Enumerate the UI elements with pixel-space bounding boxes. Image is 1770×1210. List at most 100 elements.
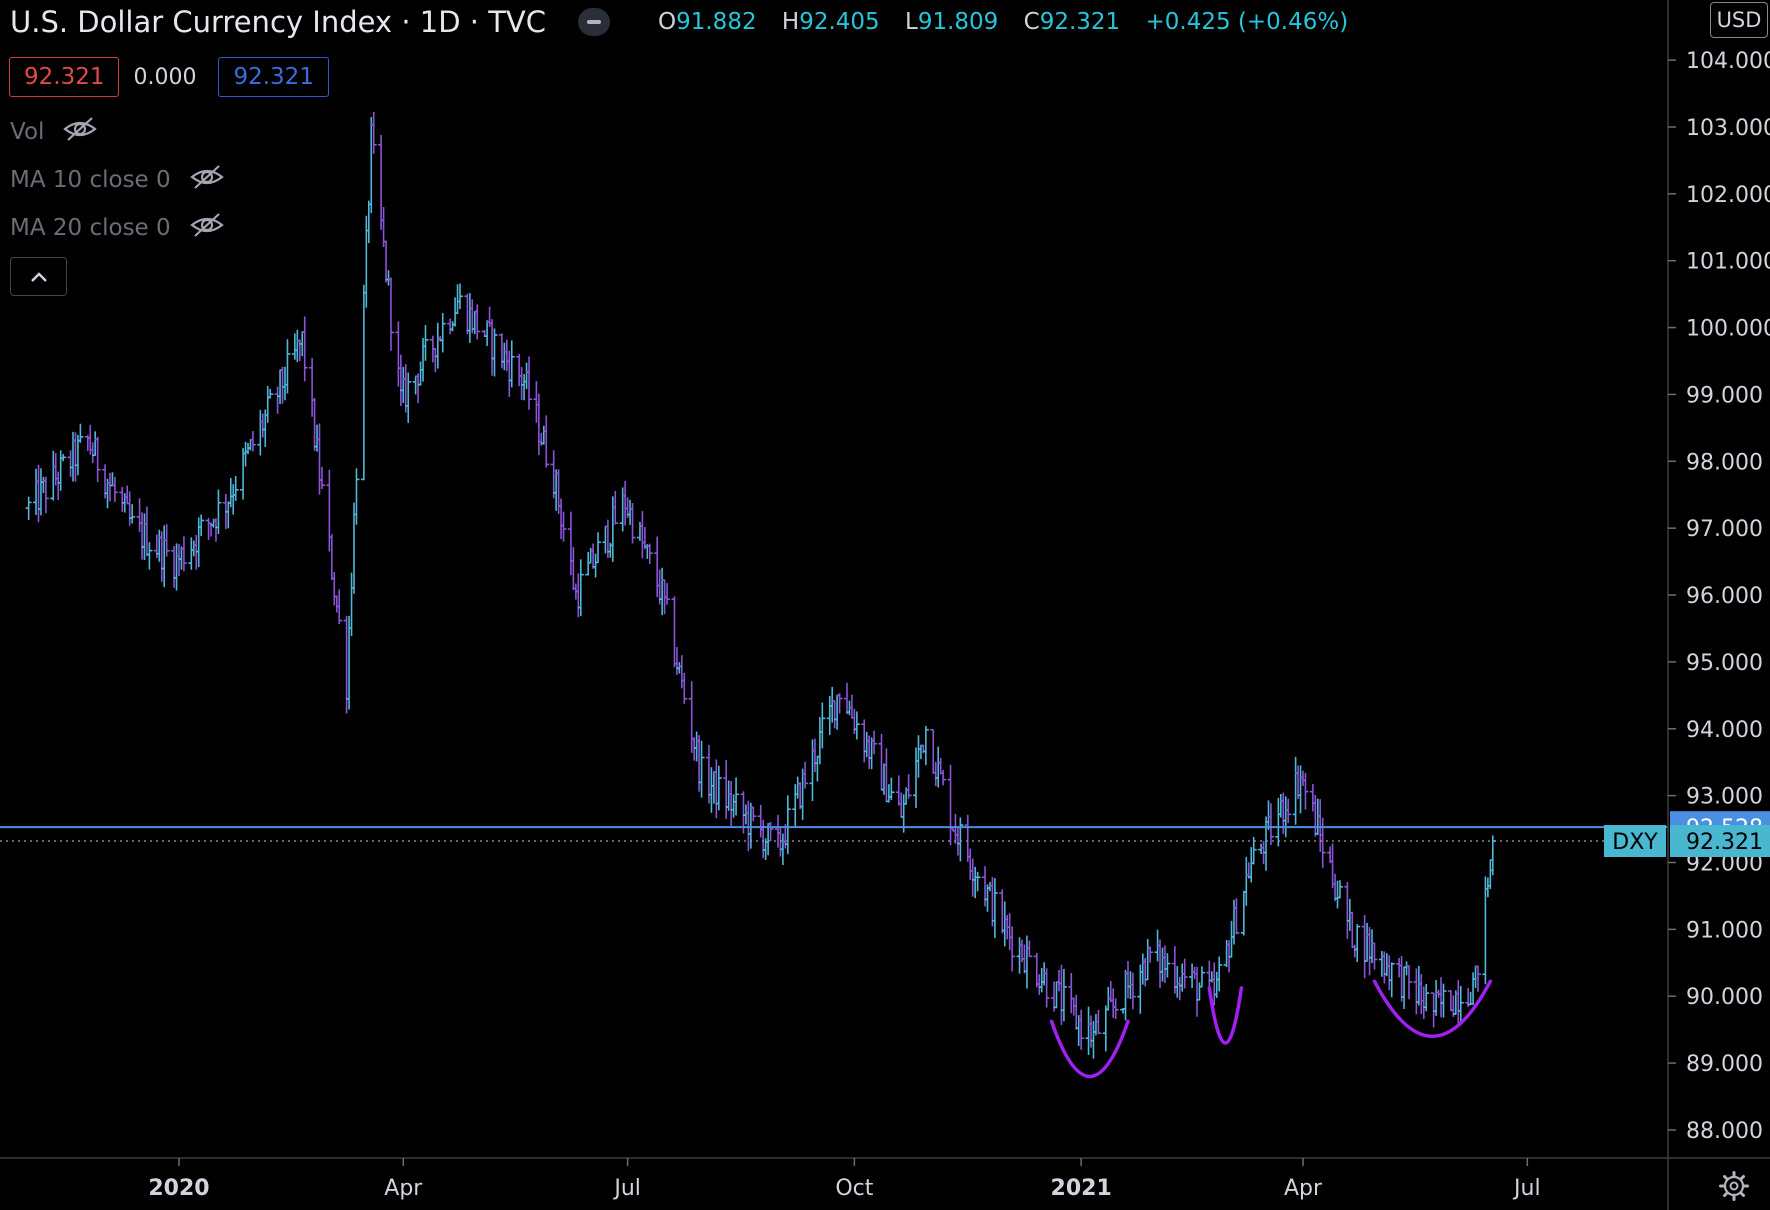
buy-price-button[interactable]: 92.321 [218, 57, 329, 97]
ohlc-bar [353, 468, 360, 525]
ohlc-bar [146, 542, 153, 570]
ohlc-bar [267, 389, 274, 399]
x-tick-label: Oct [835, 1176, 873, 1201]
y-tick-label: 95.000 [1686, 651, 1763, 676]
ohlc-bar [94, 436, 101, 483]
ohlc-bar [474, 304, 481, 340]
ohlc-bar [1405, 965, 1412, 1000]
ohlc-bar [698, 740, 705, 798]
ohlc-bar [129, 504, 136, 524]
ohlc-bar [1285, 798, 1292, 824]
price-lines [0, 826, 1668, 842]
ohlc-bar [853, 711, 860, 740]
ohlc-bar [905, 774, 912, 799]
ohlc-bar [819, 702, 826, 749]
ohlc-bar [629, 503, 636, 544]
ohlc-bar [1250, 836, 1257, 865]
indicator-ma10[interactable]: MA 10 close 0 [10, 163, 225, 197]
y-tick-label: 89.000 [1686, 1052, 1763, 1077]
ohlc-bar [405, 372, 412, 423]
gear-icon[interactable] [1718, 1170, 1750, 1202]
ohlc-bar [1009, 926, 1016, 972]
ohlc-bar [370, 111, 377, 154]
ohlc-bar [1026, 940, 1033, 958]
ohlc-bar [284, 339, 291, 394]
ohlc-bar [1181, 958, 1188, 989]
ohlc-bar [1423, 983, 1430, 1012]
y-tick-label: 96.000 [1686, 584, 1763, 609]
y-tick-label: 101.000 [1686, 250, 1770, 275]
pattern-arc [1372, 979, 1493, 1038]
currency-button[interactable]: USD [1710, 2, 1768, 38]
x-tick-label: Apr [384, 1176, 423, 1201]
ohlc-bar [991, 878, 998, 938]
ohlc-bar [1043, 968, 1050, 1008]
symbol-label: DXY [1612, 830, 1658, 855]
ohlc-bar [1457, 985, 1464, 1026]
chart-title: U.S. Dollar Currency Index · 1D · TVC [10, 5, 546, 39]
y-tick-label: 102.000 [1686, 183, 1770, 208]
ohlc-bar [836, 693, 843, 714]
ohlc-bar [318, 466, 325, 489]
ohlc-bar [974, 871, 981, 892]
ohlc-bar [750, 806, 757, 822]
ohlc-bar [42, 476, 49, 514]
toggle-icon[interactable] [578, 8, 610, 36]
price-boxes: 92.321 0.000 92.321 [9, 57, 329, 97]
indicator-vol[interactable]: Vol [10, 115, 98, 149]
ohlc-bar [301, 316, 308, 382]
ohlc-bar [1388, 962, 1395, 998]
sell-price-button[interactable]: 92.321 [9, 57, 120, 97]
ohlc-bar [1336, 880, 1343, 899]
ohlc-bar [802, 761, 809, 789]
y-tick-label: 91.000 [1686, 918, 1763, 943]
ohlc-bar [664, 583, 671, 605]
ohlc-bar [767, 821, 774, 842]
ohlc-bar [577, 559, 584, 617]
ohlc-bar [1129, 972, 1136, 1010]
eye-off-icon[interactable] [62, 115, 98, 149]
ohlc-bar [646, 543, 653, 564]
ohlc-bar [1354, 924, 1361, 963]
ohlc-bar [180, 536, 187, 572]
eye-off-icon[interactable] [189, 211, 225, 245]
ohlc-bar [457, 283, 463, 310]
chevron-up-icon [30, 271, 47, 282]
ohlc-bar [947, 764, 954, 846]
ohlc-bar [360, 284, 367, 481]
ohlc-bar [336, 589, 343, 625]
indicator-ma20[interactable]: MA 20 close 0 [10, 211, 225, 245]
ohlc-bar [198, 514, 205, 537]
ohlc-bar [1440, 983, 1447, 1018]
spread-value: 0.000 [133, 64, 197, 90]
ohlc-bar [232, 476, 239, 501]
ohlc-bar [1302, 772, 1309, 810]
ohlc-bar [681, 672, 688, 704]
ohlc-bar [1233, 898, 1240, 935]
ohlc-bar [1198, 966, 1205, 988]
ohlc-bar [163, 524, 170, 557]
last-price-tag [1670, 825, 1770, 858]
collapse-legend-button[interactable] [10, 257, 67, 296]
ohlc-bar [249, 431, 256, 452]
y-tick-label: 103.000 [1686, 116, 1770, 141]
indicator-label: MA 20 close 0 [10, 215, 171, 241]
y-tick-label: 90.000 [1686, 985, 1763, 1010]
indicator-label: Vol [10, 119, 45, 145]
ohlc-bar [595, 532, 602, 564]
y-tick-label: 104.000 [1686, 49, 1770, 74]
ohlc-bar [543, 415, 550, 468]
ohlc-bar [491, 328, 498, 377]
price-bars [25, 111, 1496, 1059]
y-tick-label: 93.000 [1686, 785, 1763, 810]
ohlc-bar [1102, 1005, 1109, 1052]
ohlc-bar [508, 340, 515, 388]
x-tick-label: Apr [1284, 1176, 1323, 1201]
y-tick-label: 98.000 [1686, 450, 1763, 475]
y-tick-label: 100.000 [1686, 317, 1770, 342]
pattern-arc [1049, 1019, 1130, 1079]
ohlc-bar [422, 325, 429, 361]
y-tick-label: 99.000 [1686, 383, 1763, 408]
eye-off-icon[interactable] [189, 163, 225, 197]
